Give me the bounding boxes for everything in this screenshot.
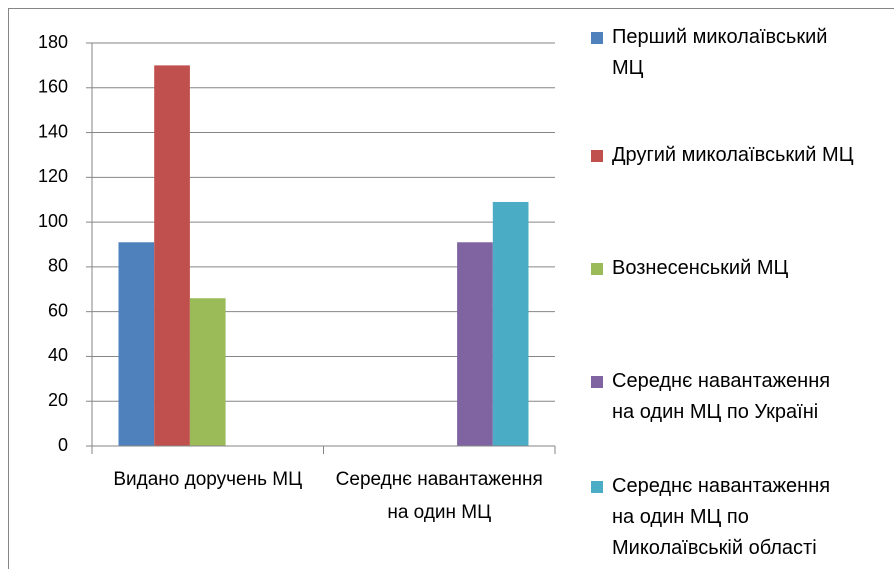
bar xyxy=(154,65,190,446)
legend-label: Середнє навантаження на один МЦ по Микол… xyxy=(612,475,831,559)
legend-swatch xyxy=(591,263,603,275)
legend-swatch xyxy=(591,376,603,388)
bar xyxy=(189,298,226,446)
y-tick-label: 20 xyxy=(48,390,68,410)
bar xyxy=(492,201,529,446)
chart-border xyxy=(8,8,894,569)
legend-label: Середнє навантаження на один МЦ по Украї… xyxy=(612,370,831,423)
legend-label: Другий миколаївський МЦ xyxy=(612,144,854,166)
bar xyxy=(118,242,155,446)
bar xyxy=(457,242,493,446)
legend-swatch xyxy=(591,150,603,162)
x-tick-label: Середнє навантаження на один МЦ xyxy=(335,469,543,523)
y-tick-label: 100 xyxy=(38,211,68,231)
y-tick-label: 120 xyxy=(38,166,68,186)
x-tick-label: Видано доручень МЦ xyxy=(113,469,303,490)
y-tick-label: 40 xyxy=(48,345,68,365)
y-tick-label: 140 xyxy=(38,121,68,141)
y-tick-label: 180 xyxy=(38,32,68,52)
legend-label: Вознесенський МЦ xyxy=(612,257,789,279)
legend-swatch xyxy=(591,32,603,44)
y-tick-label: 0 xyxy=(58,435,68,455)
y-tick-label: 60 xyxy=(48,300,68,320)
legend-swatch xyxy=(591,481,603,493)
y-tick-label: 80 xyxy=(48,256,68,276)
legend-label: Перший миколаївський МЦ xyxy=(612,26,828,79)
y-tick-label: 160 xyxy=(38,77,68,97)
